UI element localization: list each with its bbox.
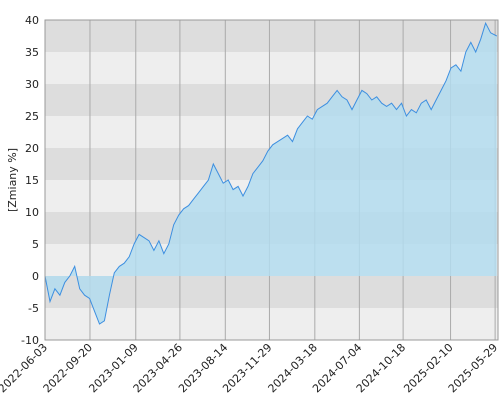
line	[44, 21, 498, 325]
y-tick-label: 5	[32, 238, 39, 251]
plot-frame	[44, 19, 499, 341]
y-tick-label: 15	[25, 174, 39, 187]
area	[45, 23, 497, 324]
grid-band	[45, 276, 498, 308]
grid-band	[45, 20, 498, 52]
y-tick-label: -5	[28, 302, 39, 315]
y-tick-label: 30	[25, 78, 39, 91]
y-tick-label: 10	[25, 206, 39, 219]
y-tick-label: 20	[25, 142, 39, 155]
y-axis-label: [Zmiany %]	[6, 148, 19, 212]
y-tick-label: 25	[25, 110, 39, 123]
y-tick-label: 40	[25, 14, 39, 27]
y-tick-label: -10	[21, 334, 39, 347]
y-tick-label: 35	[25, 46, 39, 59]
y-tick-label: 0	[32, 270, 39, 283]
grid-band	[45, 52, 498, 84]
grid-band	[45, 308, 498, 340]
